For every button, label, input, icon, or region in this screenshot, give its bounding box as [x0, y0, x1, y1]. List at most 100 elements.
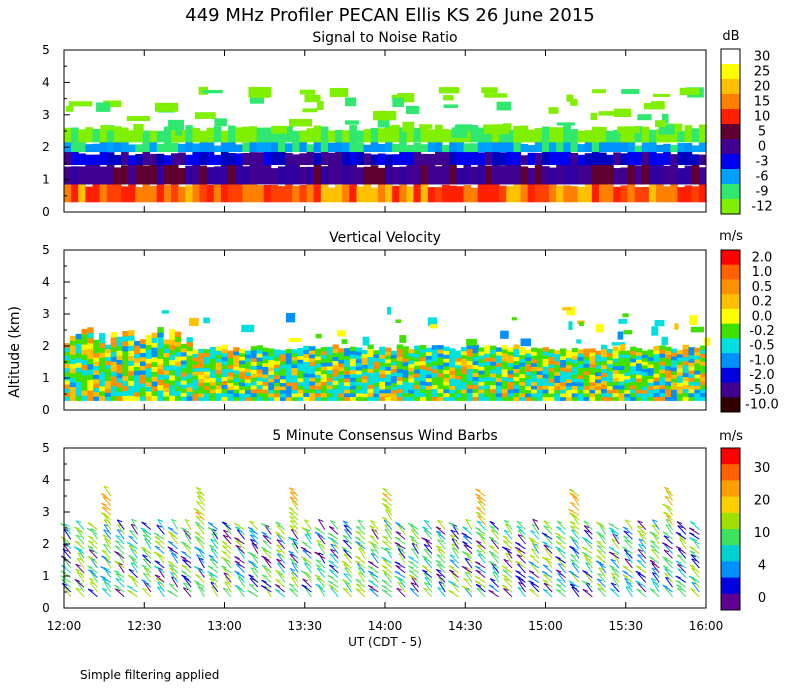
velocity-cell [367, 360, 374, 365]
velocity-cell [408, 393, 415, 398]
wind-barb [516, 525, 526, 535]
wind-barb [101, 588, 112, 598]
velocity-cell [472, 368, 479, 374]
wind-barb-flag [196, 491, 202, 495]
wind-barb-flag [301, 541, 307, 545]
wind-barb [475, 569, 486, 578]
wind-barb [595, 560, 606, 569]
velocity-cell [326, 388, 333, 394]
velocity-cell [536, 378, 544, 383]
velocity-cell [174, 356, 182, 362]
wind-barb-flag [609, 565, 615, 569]
wind-barb-flag [88, 535, 94, 539]
velocity-cell [700, 372, 707, 378]
velocity-cell [484, 345, 491, 350]
snr-cell [171, 182, 179, 203]
snr-cell [320, 141, 329, 153]
wind-barb [556, 583, 566, 593]
snr-cell [641, 151, 650, 166]
velocity-cell [104, 364, 112, 370]
velocity-cell [659, 396, 666, 401]
snr-cell [306, 166, 315, 185]
velocity-cell [320, 350, 328, 356]
wind-barb-flag [221, 550, 227, 554]
wind-barb [261, 564, 272, 574]
snr-cell [442, 150, 450, 166]
snr-cell [278, 166, 286, 185]
wind-barb-flag [556, 588, 562, 592]
velocity-cell [256, 364, 263, 370]
wind-barb [637, 520, 647, 530]
velocity-cell [104, 352, 112, 358]
wind-barb [249, 520, 259, 530]
velocity-cell [256, 376, 263, 382]
velocity-cell [635, 389, 643, 394]
snr-cell [270, 141, 279, 153]
wind-barb-flag [251, 562, 257, 566]
velocity-cell [93, 365, 100, 371]
wind-barb [130, 562, 138, 574]
snr-cell [527, 183, 536, 203]
velocity-cell [192, 396, 199, 401]
wind-barb-flag [75, 587, 81, 591]
snr-cell [534, 128, 543, 143]
velocity-cell [209, 377, 217, 382]
velocity-cell [134, 362, 141, 367]
wind-barb [316, 568, 326, 578]
wind-barb [103, 581, 112, 593]
wind-barb [304, 586, 312, 598]
snr-cell [278, 139, 286, 153]
wind-barb-flag [569, 535, 575, 539]
wind-barb [382, 540, 393, 550]
wind-barb-flag [288, 550, 294, 554]
wind-barb [89, 577, 98, 588]
snr-cell [613, 168, 621, 185]
snr-echo [621, 89, 640, 95]
velocity-cell [676, 389, 684, 394]
snr-cell [613, 152, 621, 166]
velocity-cell [64, 379, 71, 385]
velocity-cell [396, 368, 404, 373]
wind-barb-flag [596, 549, 603, 553]
wind-barb [236, 529, 245, 540]
wind-barb [381, 565, 392, 574]
wind-barb [517, 563, 526, 574]
velocity-cell [145, 391, 153, 397]
snr-cell [556, 127, 564, 143]
velocity-cell [542, 354, 549, 360]
velocity-cell [630, 358, 637, 363]
wind-barb [168, 564, 179, 574]
wind-barb-flag [288, 507, 294, 511]
snr-cell [691, 128, 700, 143]
velocity-cell [565, 378, 573, 384]
velocity-cell [285, 356, 293, 361]
wind-barb [274, 589, 285, 598]
velocity-cell [408, 363, 415, 368]
snr-cell [492, 150, 500, 166]
velocity-cell [139, 339, 147, 345]
velocity-cell [186, 359, 193, 365]
velocity-cell [396, 348, 404, 353]
colorbar-label: 0.5 [752, 280, 773, 295]
snr-cell [648, 129, 657, 143]
snr-cell [506, 129, 514, 143]
wind-barb [168, 583, 179, 593]
wind-barb [610, 530, 620, 540]
wind-barb [622, 526, 633, 535]
wind-barb-flag [623, 530, 629, 534]
velocity-cell [174, 375, 182, 382]
velocity-cell [536, 363, 544, 368]
velocity-cell [297, 392, 304, 398]
velocity-cell [670, 359, 678, 364]
wind-barb [651, 567, 660, 578]
velocity-cell [490, 392, 497, 397]
y-tick-label: 4 [42, 473, 50, 487]
colorbar-label: 0.2 [752, 295, 773, 310]
velocity-cell [647, 349, 654, 354]
velocity-cell [700, 392, 707, 397]
snr-cell [270, 130, 279, 143]
velocity-cell [227, 396, 234, 401]
velocity-cell [507, 355, 514, 360]
velocity-cell [221, 352, 228, 358]
snr-cell [299, 153, 308, 166]
